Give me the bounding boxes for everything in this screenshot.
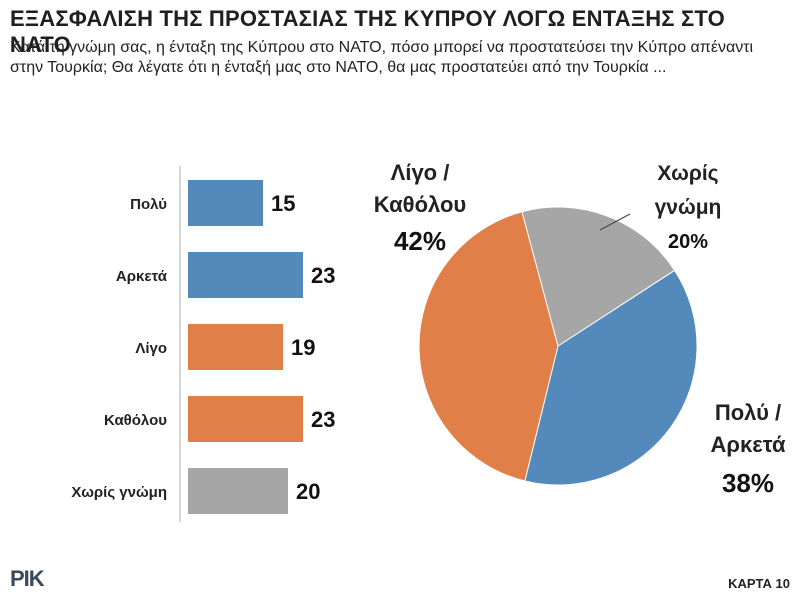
pie-slice-no-opinion bbox=[521, 206, 676, 347]
bar-category-label: Χωρίς γνώμη bbox=[71, 484, 167, 501]
bar-4 bbox=[188, 396, 303, 442]
pie-leader-line bbox=[599, 213, 631, 231]
pie-label-line2: Καθόλου bbox=[374, 192, 466, 217]
rik-logo: ΡΙΚ bbox=[10, 566, 45, 591]
pie-value-label: 42% bbox=[394, 226, 446, 256]
survey-question: Κατά τη γνώμη σας, η ένταξη της Κύπρου σ… bbox=[10, 39, 754, 76]
pie-value-label: 38% bbox=[722, 468, 774, 498]
pie-slice-ligo-katholou bbox=[418, 211, 559, 482]
pie-chart: Πολύ / Αρκετά 38% Λίγο / Καθόλου 42% Χωρίς γνώμ… bbox=[374, 160, 786, 498]
pie-label-line2: γνώμη bbox=[655, 196, 722, 219]
pie-label-line2: Αρκετά bbox=[711, 432, 786, 457]
bar-category-label: Πολύ bbox=[130, 196, 167, 213]
pie-label-line1: Πολύ / bbox=[715, 400, 781, 425]
bar-1 bbox=[188, 180, 263, 226]
pie-value-label: 20% bbox=[668, 231, 708, 253]
bar-category-label: Καθόλου bbox=[104, 412, 167, 429]
bar-value-label: 15 bbox=[271, 191, 295, 216]
bar-value-label: 20 bbox=[296, 479, 320, 504]
page-title: ΕΞΑΣΦΑΛΙΣΗ ΤΗΣ ΠΡΟΣΤΑΣΙΑΣ ΤΗΣ ΚΥΠΡΟΥ ΛΟΓ… bbox=[10, 6, 725, 57]
bar-category-label: Λίγο bbox=[135, 340, 167, 357]
bar-category-label: Αρκετά bbox=[116, 268, 168, 285]
bar-2 bbox=[188, 252, 303, 298]
pie-label-line1: Λίγο / bbox=[391, 160, 450, 185]
bar-value-label: 23 bbox=[311, 263, 335, 288]
bar-value-label: 19 bbox=[291, 335, 315, 360]
bar-value-label: 23 bbox=[311, 407, 335, 432]
pie-label-line1: Χωρίς bbox=[657, 162, 718, 185]
bar-3 bbox=[188, 324, 283, 370]
bar-chart: Πολύ 15 Αρκετά 23 Λίγο 19 Καθόλου 23 Χωρίς γνώμη… bbox=[71, 166, 335, 522]
card-label: ΚΑΡΤΑ 10 bbox=[728, 576, 790, 591]
pie-slice-poly-arketa bbox=[524, 269, 698, 486]
bar-5 bbox=[188, 468, 288, 514]
